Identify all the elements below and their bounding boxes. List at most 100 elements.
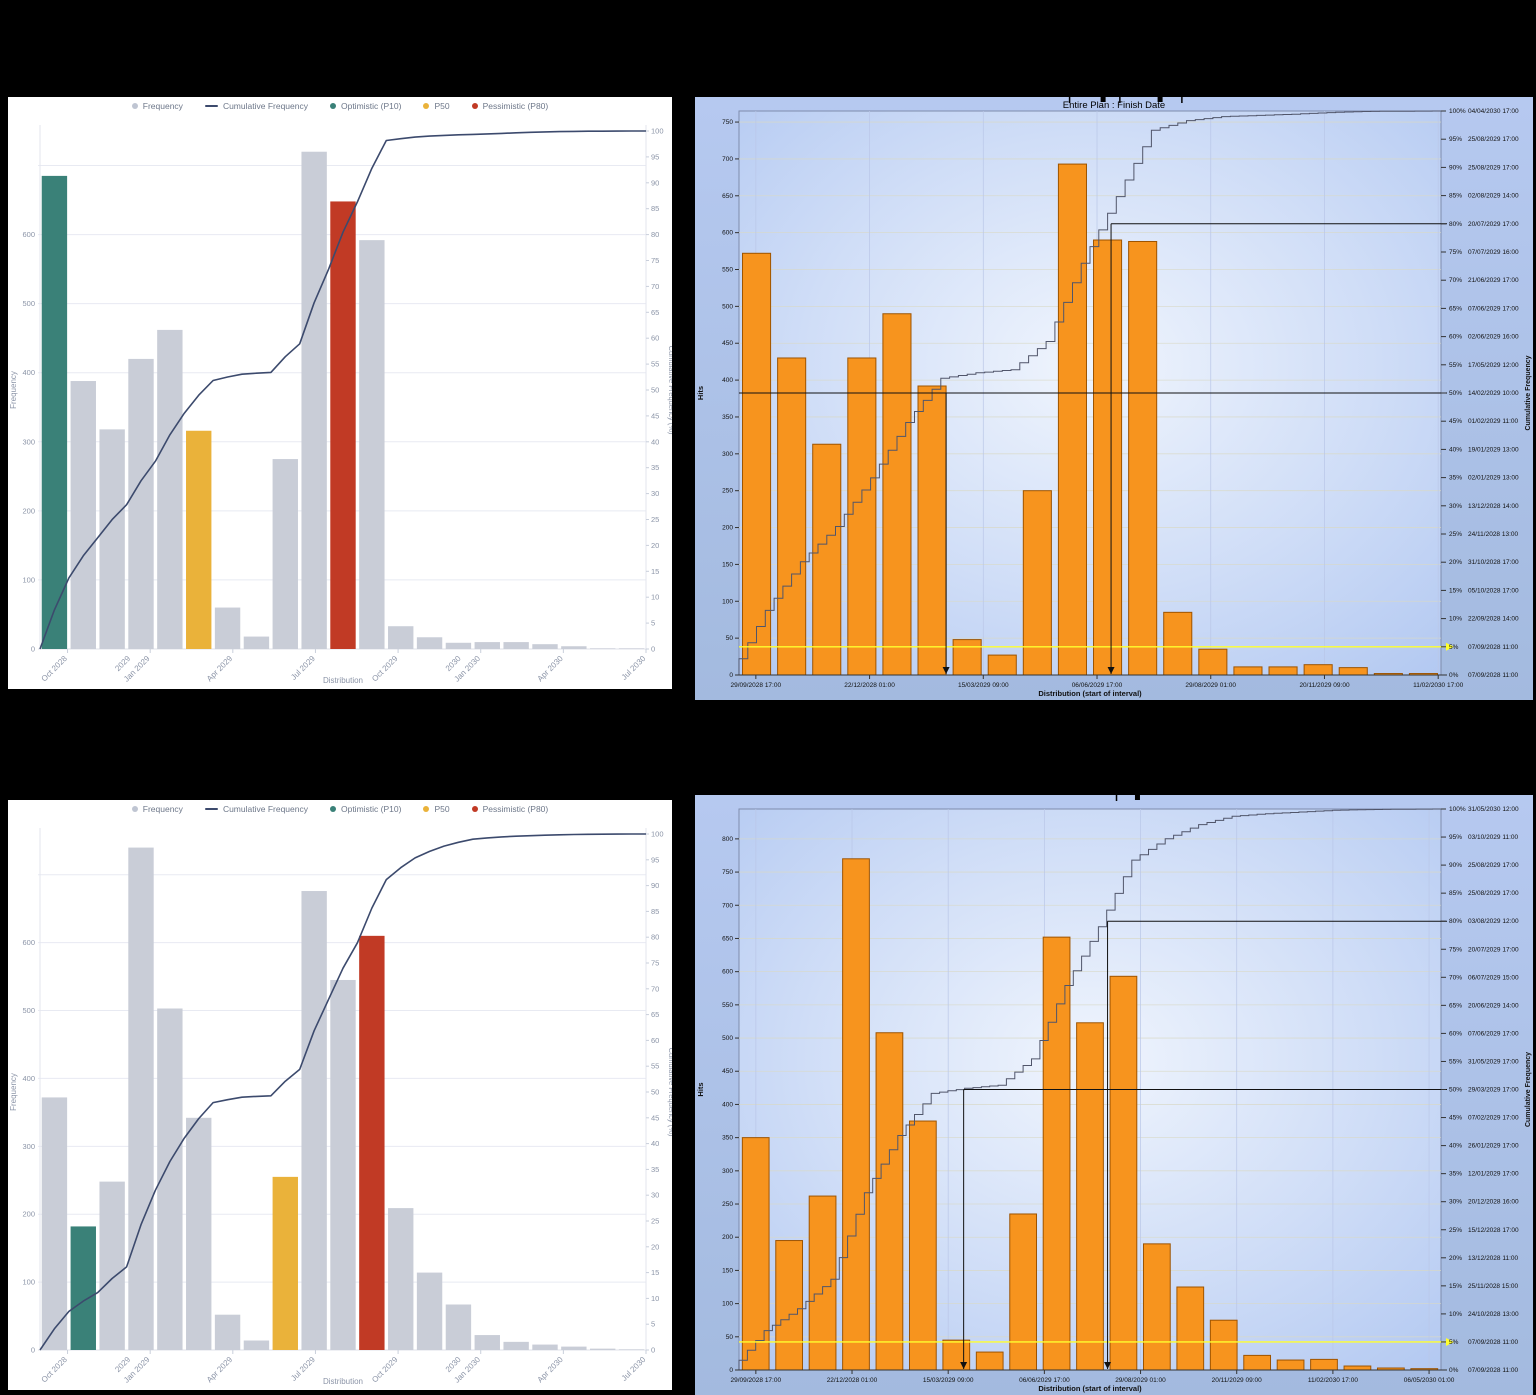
legend-line-swatch: [204, 808, 218, 810]
x-tick-label: 11/02/2030 17:00: [1413, 682, 1464, 689]
marker-square-icon: [1100, 97, 1106, 102]
hits-bar: [1176, 1286, 1205, 1371]
hits-tick-label: 0: [729, 1367, 733, 1374]
legend-item-frequency[interactable]: Frequency: [131, 101, 183, 111]
percentile-tick-label: 90% 25/08/2029 17:00: [1449, 164, 1519, 171]
frequency-histogram-top-left-svg: 0 100 200 300 400 500 600 Frequency 0 5 10 15 20 25 30…: [9, 125, 672, 685]
hits-tick-label: 450: [722, 1068, 733, 1075]
hits-bar: [1243, 1354, 1272, 1371]
frequency-bar: [416, 1272, 443, 1350]
percentile-tick-label: 80% 03/08/2029 12:00: [1449, 918, 1519, 925]
legend-item-label: P50: [434, 804, 450, 814]
cumulative-frequency-step-line: [738, 808, 1441, 1370]
cumulative-frequency-step-line: [738, 110, 1441, 675]
legend-item-label: Pessimistic (P80): [482, 804, 549, 814]
percentile-tick-label: 80% 20/07/2029 17:00: [1449, 221, 1519, 228]
hits-bar: [875, 1032, 904, 1371]
y2-tick-label: 65: [651, 1010, 659, 1019]
y2-tick-label: 100: [651, 830, 664, 839]
y2-tick-label: 5: [651, 1320, 655, 1329]
frequency-bar: [301, 891, 327, 1350]
percentile-tick-label: 15% 05/10/2028 17:00: [1449, 587, 1519, 594]
y2-tick-label: 0: [651, 645, 655, 654]
percentile-tick-label: 50% 29/03/2029 17:00: [1449, 1087, 1519, 1094]
y2-tick-label: 85: [651, 204, 659, 213]
legend-item-p50[interactable]: P50: [423, 101, 450, 111]
y2-tick-label: 90: [651, 881, 659, 890]
percentile-tick-label: 20% 13/12/2028 11:00: [1449, 1255, 1519, 1262]
hits-bar: [1128, 240, 1158, 676]
y2-tick-label: 5: [651, 619, 655, 628]
legend-item-p50[interactable]: P50: [423, 804, 450, 814]
percentile-tick-label: 55% 17/05/2029 12:00: [1449, 362, 1519, 369]
y2-tick-label: 30: [651, 1191, 659, 1200]
x-axis: Oct 2028 Jan 2029 Apr 2029 Jul 2029 Oct 2029…: [40, 649, 648, 685]
x-tick-label: Jul 2029: [289, 654, 317, 682]
frequency-bar: [128, 358, 154, 649]
x-axis-title: Distribution (start of interval): [1038, 689, 1142, 698]
frequency-bar: [388, 626, 414, 649]
x-axis: Oct 2028 Jan 2029 Apr 2029 Jul 2029 Oct 2029…: [40, 1350, 648, 1386]
hits-tick-label: 400: [722, 1101, 733, 1108]
legend-item-frequency[interactable]: Frequency: [131, 804, 183, 814]
y2-tick-label: 45: [651, 411, 659, 420]
x-tick-label: 20/11/2029 09:00: [1212, 1377, 1263, 1384]
y2-tick-label: 30: [651, 489, 659, 498]
hits-bar: [742, 252, 772, 676]
frequency-axis: 0 100 200 300 400 500 600 Frequency: [9, 230, 35, 653]
percentile-tick-label: 70% 06/07/2029 15:00: [1449, 974, 1519, 981]
percentile-tick-label: 95% 03/10/2029 11:00: [1449, 834, 1519, 841]
legend-item-optimistic-p10-[interactable]: Optimistic (P10): [329, 804, 401, 814]
y-tick-label: 0: [31, 645, 35, 654]
percentile-markers: [960, 920, 1447, 1369]
y-tick-label: 300: [22, 1142, 35, 1151]
hits-tick-label: 400: [722, 377, 733, 384]
frequency-bars: [41, 151, 645, 649]
y2-tick-label: 10: [651, 1294, 659, 1303]
y-tick-label: 600: [22, 230, 35, 239]
chart-top-right: 0 50 100 150 200 250 300 350 400 450 500 550 600 650 7…: [695, 97, 1533, 700]
x-tick-label: 22/12/2028 01:00: [827, 1377, 878, 1384]
hits-bar: [1233, 666, 1263, 676]
frequency-bar: [359, 240, 385, 649]
hits-bar: [942, 1339, 971, 1371]
entire-plan-finish-date-top-right-svg: 0 50 100 150 200 250 300 350 400 450 500 550 600 650 7…: [695, 97, 1533, 700]
hits-bar: [1338, 667, 1368, 676]
legend-item-cumulative-frequency[interactable]: Cumulative Frequency: [204, 101, 308, 111]
cumulative-frequency-axis: 0 5 10 15 20 25 30 35 40 45 50 55 60 65 70 75 80 85 90 95 10…: [646, 830, 672, 1355]
percentile-tick-label: 55% 31/05/2029 17:00: [1449, 1058, 1519, 1065]
y2-tick-label: 100: [651, 127, 664, 136]
x-axis-title: Distribution: [323, 676, 363, 685]
frequency-bar: [41, 1097, 68, 1350]
legend-item-label: Frequency: [142, 101, 183, 111]
hits-bar: [741, 1137, 770, 1371]
percentile-tick-label: 30% 13/12/2028 14:00: [1449, 503, 1519, 510]
hits-axis-title: Hits: [696, 386, 705, 400]
hits-tick-label: 600: [722, 969, 733, 976]
p50-down-arrow-icon: [960, 1362, 968, 1369]
hits-bar: [1142, 1243, 1171, 1371]
hits-bar: [1057, 163, 1087, 676]
legend-item-label: P50: [434, 101, 450, 111]
entire-plan-finish-date-bottom-right-svg: 0 50 100 150 200 250 300 350 400 450 500 550 600 650 7…: [695, 795, 1533, 1395]
hits-bar: [1022, 490, 1052, 676]
y2-tick-label: 95: [651, 855, 659, 864]
legend-item-optimistic-p10-[interactable]: Optimistic (P10): [329, 101, 401, 111]
frequency-bar: [561, 646, 587, 649]
y-axis-title: Frequency: [9, 371, 18, 409]
x-tick-label: Jul 2029: [289, 1355, 317, 1383]
frequency-bar: [503, 1341, 529, 1350]
hits-tick-label: 700: [722, 156, 733, 163]
percentile-tick-label: 45% 01/02/2029 11:00: [1449, 418, 1519, 425]
y2-tick-label: 15: [651, 1268, 659, 1277]
pessimistic-p80-bar: [330, 201, 356, 649]
legend-item-pessimistic-p80-[interactable]: Pessimistic (P80): [471, 804, 549, 814]
y2-tick-label: 35: [651, 1165, 659, 1174]
x-tick-label: 29/09/2028 17:00: [730, 1377, 781, 1384]
hits-bar: [917, 385, 947, 676]
hits-bar: [1109, 975, 1138, 1371]
legend-item-cumulative-frequency[interactable]: Cumulative Frequency: [204, 804, 308, 814]
y2-tick-label: 65: [651, 308, 659, 317]
marker-square-icon: [1134, 795, 1140, 800]
legend-item-pessimistic-p80-[interactable]: Pessimistic (P80): [471, 101, 548, 111]
